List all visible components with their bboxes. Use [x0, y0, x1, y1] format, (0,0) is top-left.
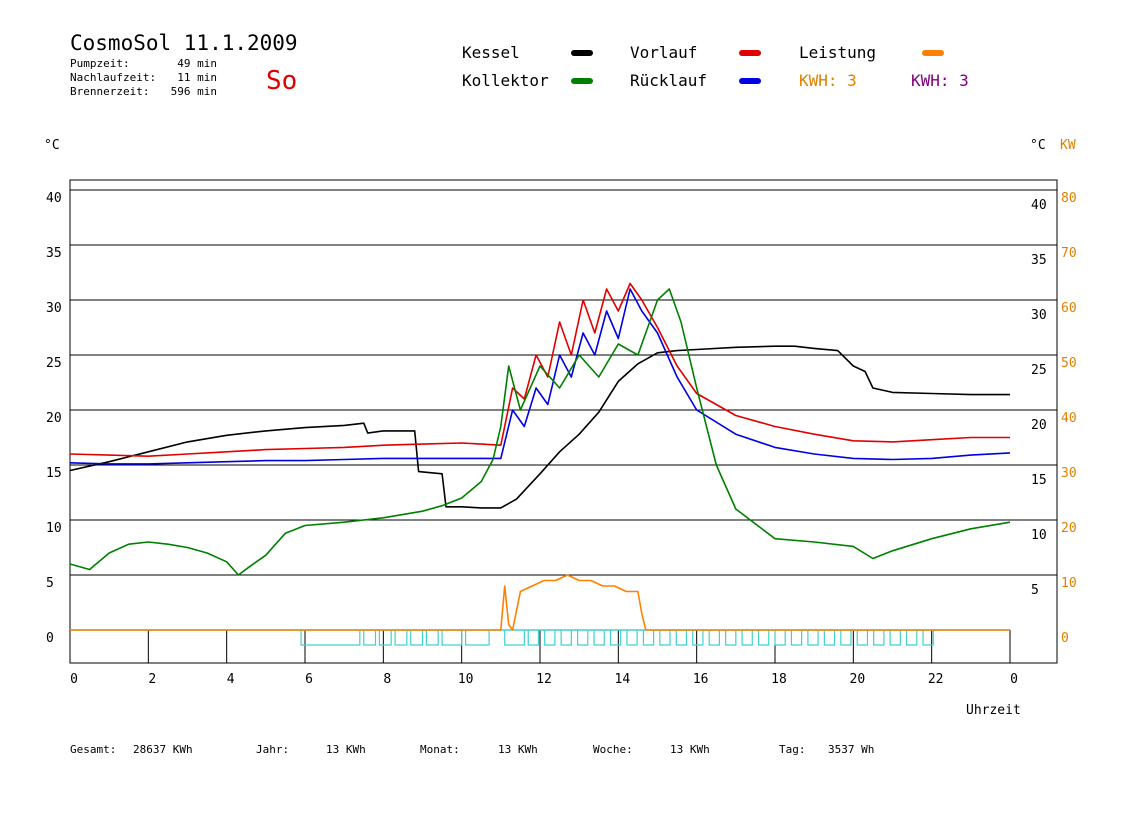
series-group: [69, 282, 1011, 631]
footer-value-tag: 3537 Wh: [828, 743, 874, 756]
y-tick-left: 25: [46, 356, 62, 371]
stat-label-brennerzeit: Brennerzeit:: [70, 85, 149, 98]
right-axis-unit: °C: [1030, 138, 1046, 153]
x-tick: 16: [693, 672, 709, 687]
y-axis-right: 5 10 15 20 25 30 35 40: [1031, 198, 1047, 598]
y-tick-right: 30: [1031, 308, 1047, 323]
x-tick: 8: [383, 672, 391, 687]
footer-value-jahr: 13 KWh: [326, 743, 366, 756]
footer: Gesamt: 28637 KWh Jahr: 13 KWh Monat: 13…: [70, 743, 874, 756]
legend: Kessel Vorlauf Leistung Kollektor Rückla…: [462, 43, 969, 90]
y-tick-left: 15: [46, 466, 62, 481]
footer-value-gesamt: 28637 KWh: [133, 743, 193, 756]
stat-value-brennerzeit: 596 min: [171, 85, 217, 98]
y-tick-left: 40: [46, 191, 62, 206]
y-tick-left: 0: [46, 631, 54, 646]
stat-value-pumpzeit: 49 min: [177, 57, 217, 70]
y-tick-left: 5: [46, 576, 54, 591]
kwh-orange: KWH: 3: [799, 71, 857, 90]
x-tick: 2: [148, 672, 156, 687]
x-tick: 12: [536, 672, 552, 687]
plot-frame: [69, 179, 1058, 664]
left-axis-unit: °C: [44, 138, 60, 153]
y-tick-right: 10: [1031, 528, 1047, 543]
x-tick: 0: [1010, 672, 1018, 687]
y-tick-kw: 50: [1061, 356, 1077, 371]
footer-value-woche: 13 KWh: [670, 743, 710, 756]
x-tick: 4: [227, 672, 235, 687]
footer-label-jahr: Jahr:: [256, 743, 289, 756]
y-tick-right: 35: [1031, 253, 1047, 268]
x-axis: 0 2 4 6 8 10 12 14 16 18 20 22 0: [69, 630, 1018, 687]
pump-pulses: [300, 630, 934, 646]
y-tick-kw: 70: [1061, 246, 1077, 261]
y-tick-kw: 30: [1061, 466, 1077, 481]
stat-label-pumpzeit: Pumpzeit:: [70, 57, 130, 70]
x-tick: 18: [771, 672, 787, 687]
grid: [70, 189, 1057, 576]
x-tick: 14: [615, 672, 631, 687]
legend-label-ruecklauf: Rücklauf: [630, 71, 707, 90]
series-line-ruecklauf: [69, 288, 1011, 465]
weekday-label: So: [266, 66, 297, 96]
y-tick-right: 40: [1031, 198, 1047, 213]
stat-label-nachlaufzeit: Nachlaufzeit:: [70, 71, 156, 84]
x-tick: 0: [70, 672, 78, 687]
y-tick-left: 20: [46, 411, 62, 426]
legend-label-kessel: Kessel: [462, 43, 520, 62]
x-tick: 20: [850, 672, 866, 687]
footer-value-monat: 13 KWh: [498, 743, 538, 756]
y-tick-kw: 40: [1061, 411, 1077, 426]
legend-label-kollektor: Kollektor: [462, 71, 549, 90]
y-tick-left: 30: [46, 301, 62, 316]
y-tick-kw: 20: [1061, 521, 1077, 536]
series-line-vorlauf: [69, 282, 1010, 457]
footer-label-tag: Tag:: [779, 743, 806, 756]
y-axis-left: 0 5 10 15 20 25 30 35 40: [46, 191, 62, 646]
right-axis-unit-kw: KW: [1060, 138, 1076, 153]
series-line-kollektor: [69, 288, 1011, 576]
y-tick-kw: 80: [1061, 191, 1077, 206]
y-tick-right: 5: [1031, 583, 1039, 598]
y-tick-kw: 60: [1061, 301, 1077, 316]
stat-value-nachlaufzeit: 11 min: [177, 71, 217, 84]
y-tick-left: 10: [46, 521, 62, 536]
y-tick-right: 15: [1031, 473, 1047, 488]
y-tick-right: 20: [1031, 418, 1047, 433]
y-axis-right-kw: 0 10 20 30 40 50 60 70 80: [1061, 191, 1077, 646]
footer-label-woche: Woche:: [593, 743, 633, 756]
y-tick-left: 35: [46, 246, 62, 261]
series-line-leistung: [70, 574, 1010, 631]
x-axis-label: Uhrzeit: [966, 703, 1021, 718]
kwh-purple: KWH: 3: [911, 71, 969, 90]
x-tick: 6: [305, 672, 313, 687]
legend-label-leistung: Leistung: [799, 43, 876, 62]
series-line-kessel: [69, 345, 1010, 509]
y-tick-kw: 0: [1061, 631, 1069, 646]
x-tick: 22: [928, 672, 944, 687]
footer-label-monat: Monat:: [420, 743, 460, 756]
y-tick-kw: 10: [1061, 576, 1077, 591]
chart-title: CosmoSol 11.1.2009: [70, 31, 298, 55]
y-tick-right: 25: [1031, 363, 1047, 378]
footer-label-gesamt: Gesamt:: [70, 743, 116, 756]
x-tick: 10: [458, 672, 474, 687]
legend-label-vorlauf: Vorlauf: [630, 43, 697, 62]
